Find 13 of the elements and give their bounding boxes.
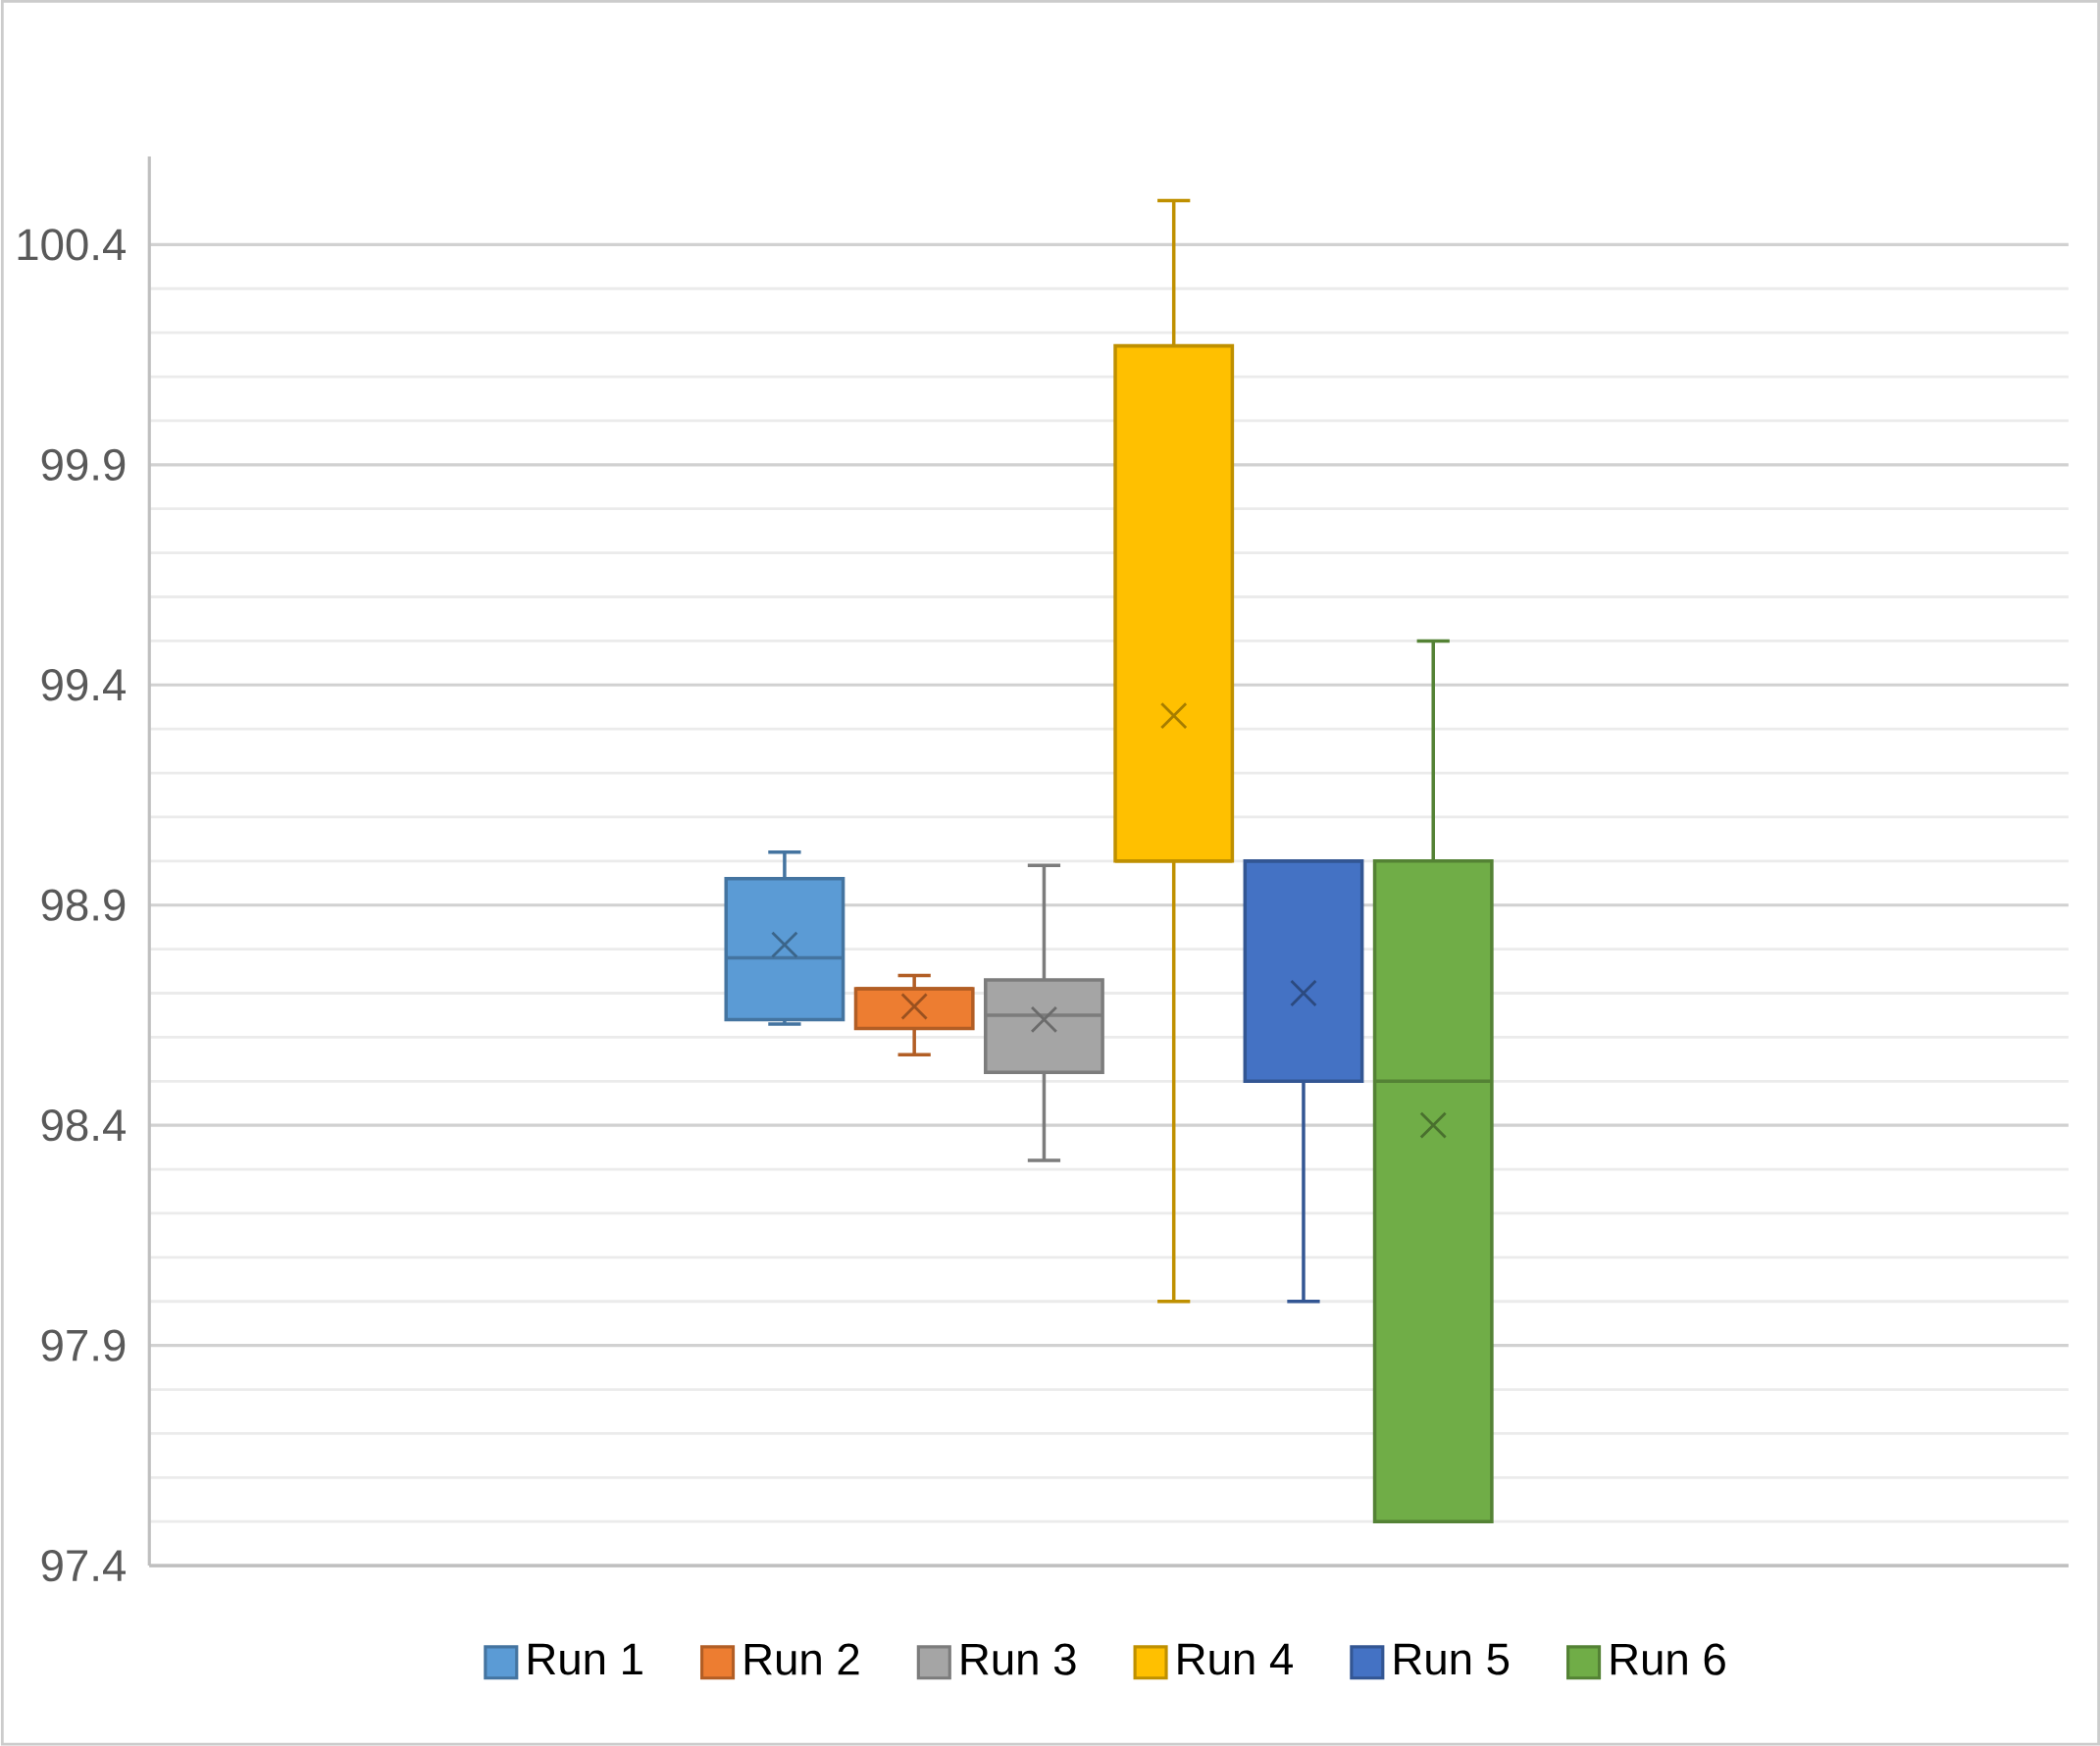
legend-label: Run 2: [744, 1643, 859, 1675]
legend-label: Run 4: [1178, 1643, 1293, 1675]
legend-label: Run 1: [529, 1643, 642, 1675]
y-tick-label: 98.9: [41, 889, 126, 922]
y-tick-label: 98.4: [41, 1109, 127, 1142]
y-tick-label: 99.9: [41, 448, 126, 482]
legend-label: Run 3: [961, 1643, 1076, 1675]
y-tick-label: 97.4: [41, 1550, 127, 1582]
y-tick-label: 100.4: [18, 229, 127, 261]
legend-label: Run 5: [1395, 1643, 1510, 1675]
y-tick-label: 97.9: [41, 1329, 126, 1361]
y-tick-label: 99.4: [41, 669, 127, 701]
legend-label: Run 6: [1611, 1643, 1725, 1675]
